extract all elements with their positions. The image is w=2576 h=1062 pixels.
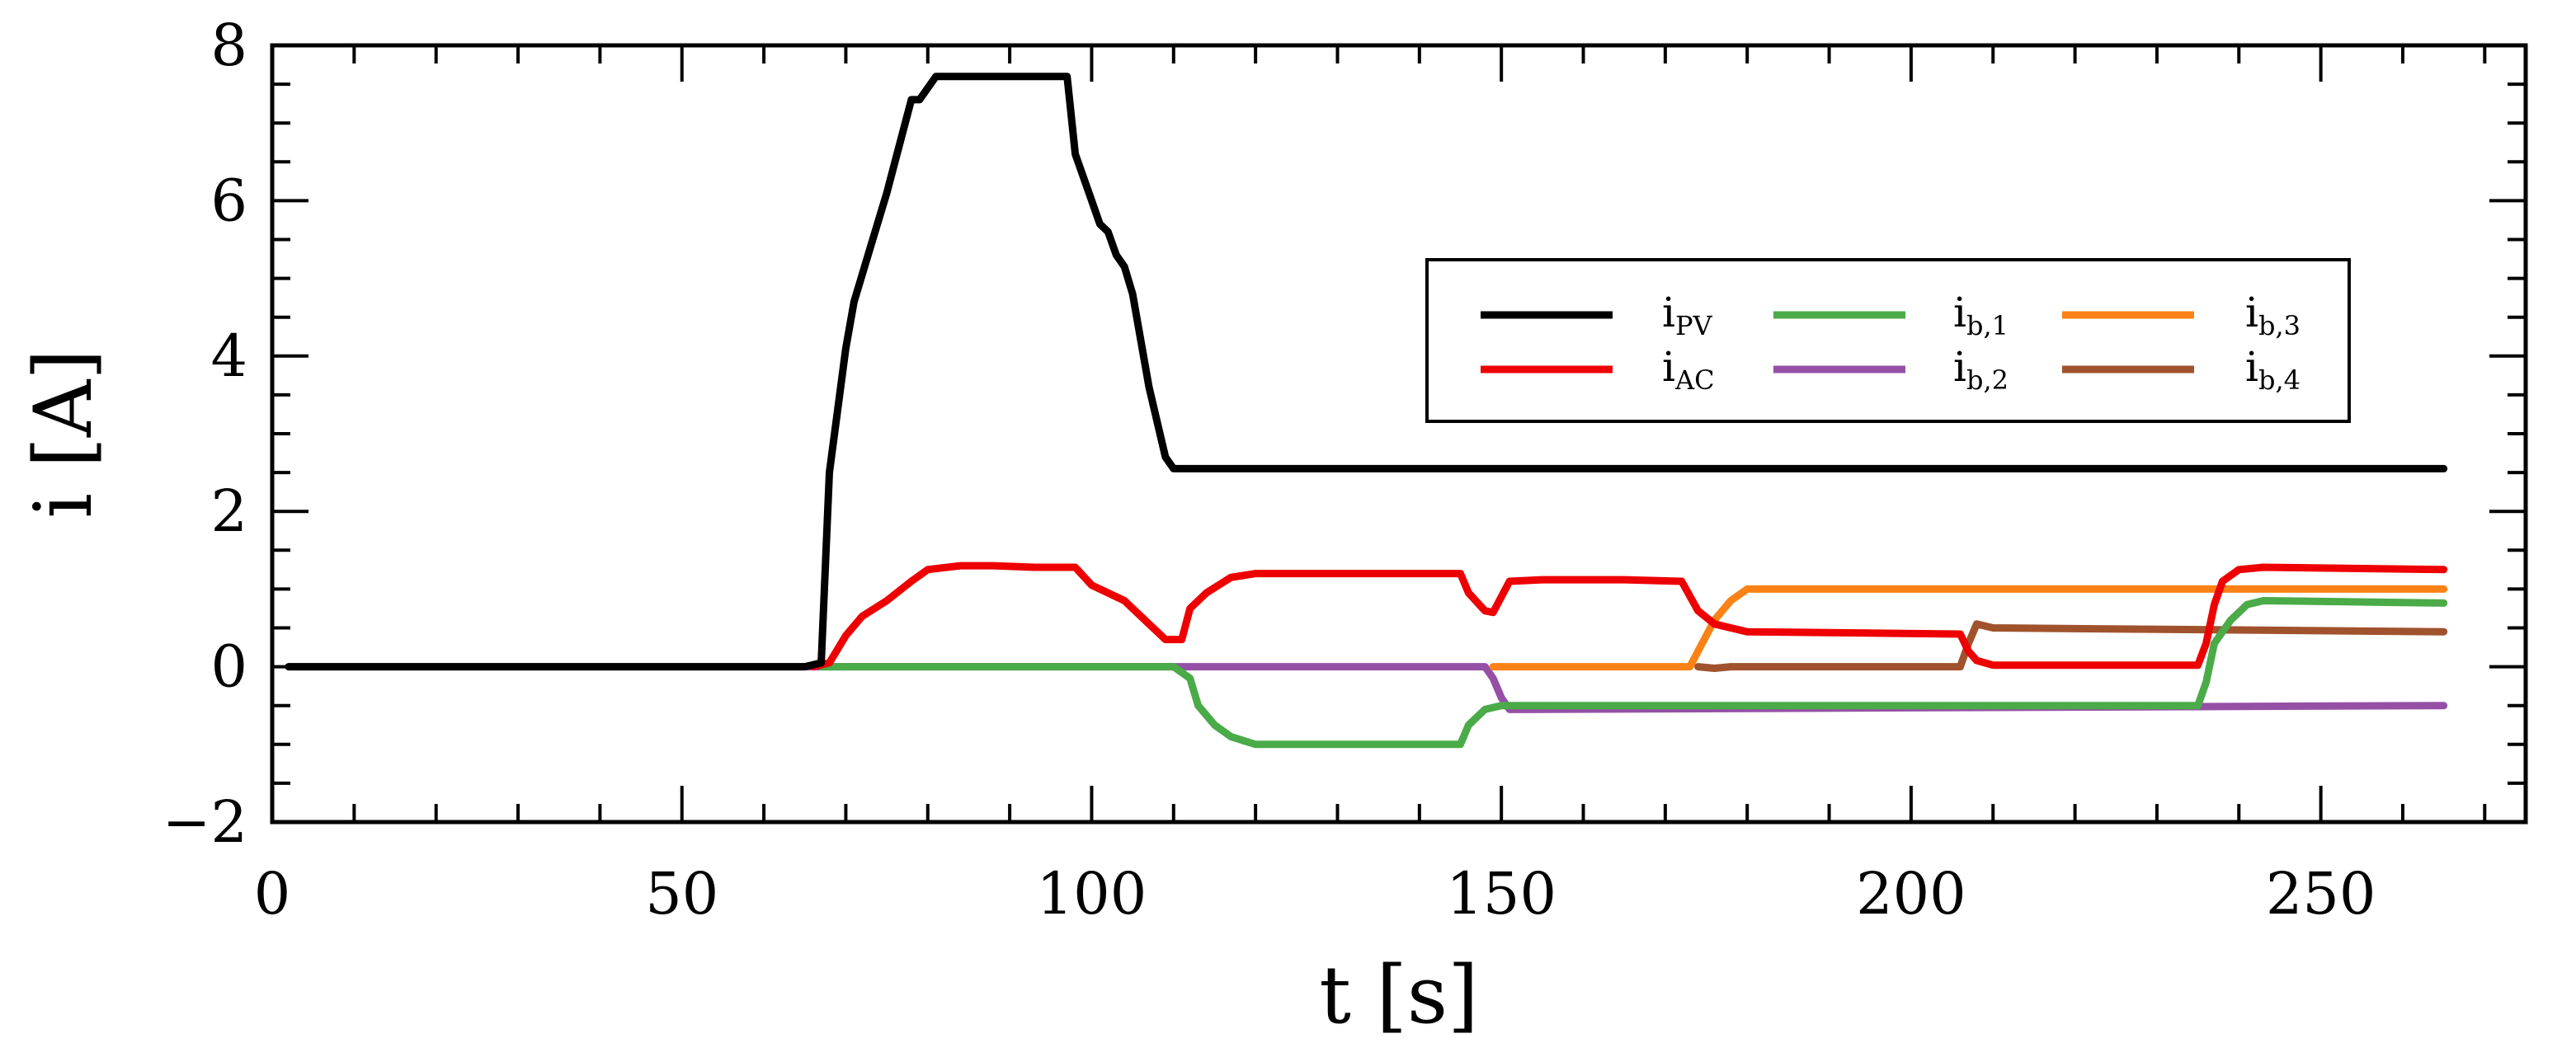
legend-label-i-b4: ib,4	[2245, 343, 2301, 396]
x-tick-label: 150	[1446, 860, 1556, 928]
x-tick-label: 200	[1856, 860, 1966, 928]
series-line-i-pv	[285, 73, 2448, 671]
legend-box	[1425, 258, 2351, 423]
legend-label-i-pv: iPV	[1662, 289, 1713, 341]
y-tick-label: 8	[210, 12, 247, 79]
x-tick-label: 100	[1037, 860, 1147, 928]
series-lines	[285, 73, 2448, 749]
y-axis: −2 0 2 4 6 8	[162, 12, 2526, 856]
y-tick-label: −2	[162, 788, 247, 856]
legend-label-i-b1: ib,1	[1953, 289, 2009, 341]
legend-label-i-b2: ib,2	[1953, 343, 2009, 396]
x-tick-label: 0	[254, 860, 291, 928]
series-line-i-b3	[1489, 585, 2448, 671]
y-tick-label: 2	[210, 477, 247, 545]
series-line-i-b4	[1694, 620, 2448, 672]
series-line-i-b1	[817, 597, 2448, 749]
legend-label-i-ac: iAC	[1662, 343, 1715, 396]
y-tick-label: 6	[210, 167, 247, 234]
y-tick-label: 4	[210, 322, 247, 390]
x-axis-title: t [s]	[1319, 949, 1478, 1041]
series-line-i-ac	[809, 562, 2448, 671]
legend-label-i-b3: ib,3	[2245, 289, 2301, 341]
x-tick-label: 50	[645, 860, 718, 928]
x-tick-label: 250	[2266, 860, 2376, 928]
x-axis: 0 50 100 150 200 250	[254, 45, 2487, 928]
y-axis-title: i [A]	[17, 349, 110, 518]
y-tick-label: 0	[210, 633, 247, 701]
